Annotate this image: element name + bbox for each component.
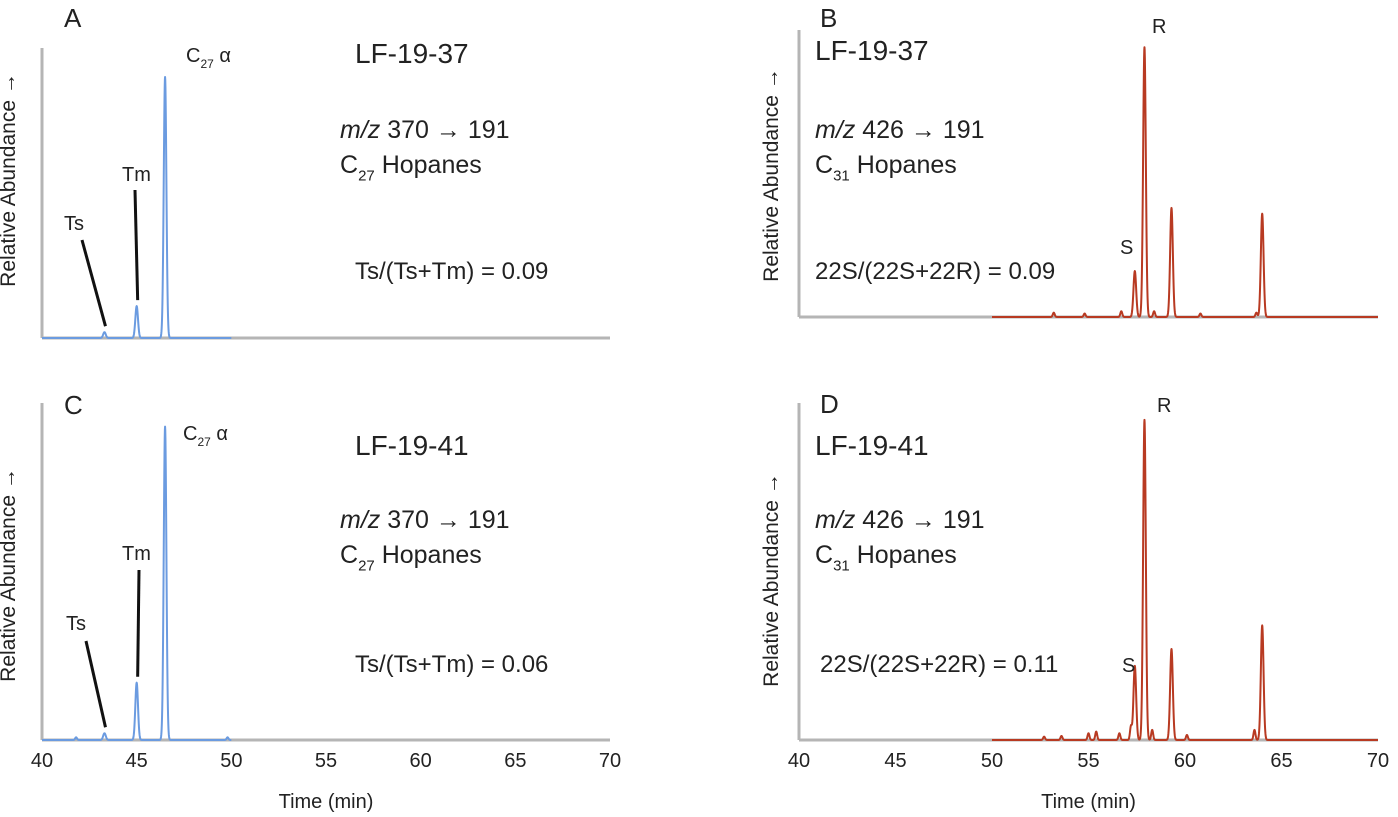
peak-label-c-c27a: C27 α [183,423,228,449]
chromatogram-trace-b [991,46,1379,318]
x-tick-label-d-50: 50 [981,750,1003,772]
compound-label-c: C27 Hopanes [340,541,482,575]
transition-label-d: m/z 426 → 191 [815,506,985,534]
x-tick-label-d-70: 70 [1367,750,1389,772]
x-tick-label-c-45: 45 [126,750,148,772]
peak-label-b-r: R [1152,16,1166,38]
leader-line-a-tm [133,189,140,301]
ratio-label-c: Ts/(Ts+Tm) = 0.06 [355,651,548,678]
y-axis-label-c: Relative Abundance → [0,468,20,682]
chromatogram-trace-a [41,76,233,339]
ratio-label-b: 22S/(22S+22R) = 0.09 [815,258,1055,285]
x-tick-label-d-55: 55 [1077,750,1099,772]
x-tick-label-d-65: 65 [1270,750,1292,772]
leader-line-c-tm [136,569,141,677]
y-axis-label-a: Relative Abundance → [0,73,20,287]
x-tick-label-d-45: 45 [884,750,906,772]
sample-id-c: LF-19-41 [355,430,469,461]
x-tick-label-c-50: 50 [220,750,242,772]
transition-label-c: m/z 370 → 191 [340,506,510,534]
x-tick-label-c-55: 55 [315,750,337,772]
ratio-label-a: Ts/(Ts+Tm) = 0.09 [355,258,548,285]
x-axis-label-c: Time (min) [279,791,374,813]
peak-label-b-s: S [1120,237,1133,259]
compound-label-a: C27 Hopanes [340,151,482,185]
compound-label-b: C31 Hopanes [815,151,957,185]
y-axis-label-b: Relative Abundance → [760,68,783,282]
panel-letter-b: B [820,3,837,33]
x-tick-label-c-40: 40 [31,750,53,772]
sample-id-b: LF-19-37 [815,35,929,66]
x-tick-label-d-40: 40 [788,750,810,772]
peak-label-a-tm: Tm [122,164,151,186]
peak-label-c-tm: Tm [122,543,151,565]
leader-line-c-ts [84,640,107,728]
ratio-label-d: 22S/(22S+22R) = 0.11 [820,651,1058,678]
compound-label-d: C31 Hopanes [815,541,957,575]
chromatogram-trace-c [41,425,233,741]
peak-label-a-c27a: C27 α [186,45,231,71]
panel-letter-a: A [64,3,82,33]
peak-label-c-ts: Ts [66,613,86,635]
peak-label-d-r: R [1157,395,1171,417]
peak-label-d-s: S [1122,655,1135,677]
x-tick-label-c-70: 70 [599,750,621,772]
x-axis-label-d: Time (min) [1041,791,1136,813]
panel-letter-c: C [64,390,83,420]
panel-letter-d: D [820,389,839,419]
transition-label-a: m/z 370 → 191 [340,116,510,144]
x-tick-label-c-60: 60 [410,750,432,772]
leader-line-a-ts [80,239,107,327]
peak-label-a-ts: Ts [64,213,84,235]
transition-label-b: m/z 426 → 191 [815,116,985,144]
x-tick-label-d-60: 60 [1174,750,1196,772]
sample-id-d: LF-19-41 [815,430,929,461]
x-tick-label-c-65: 65 [504,750,526,772]
chromatogram-trace-d [991,418,1379,741]
y-axis-label-d: Relative Abundance → [760,473,783,687]
sample-id-a: LF-19-37 [355,38,469,69]
